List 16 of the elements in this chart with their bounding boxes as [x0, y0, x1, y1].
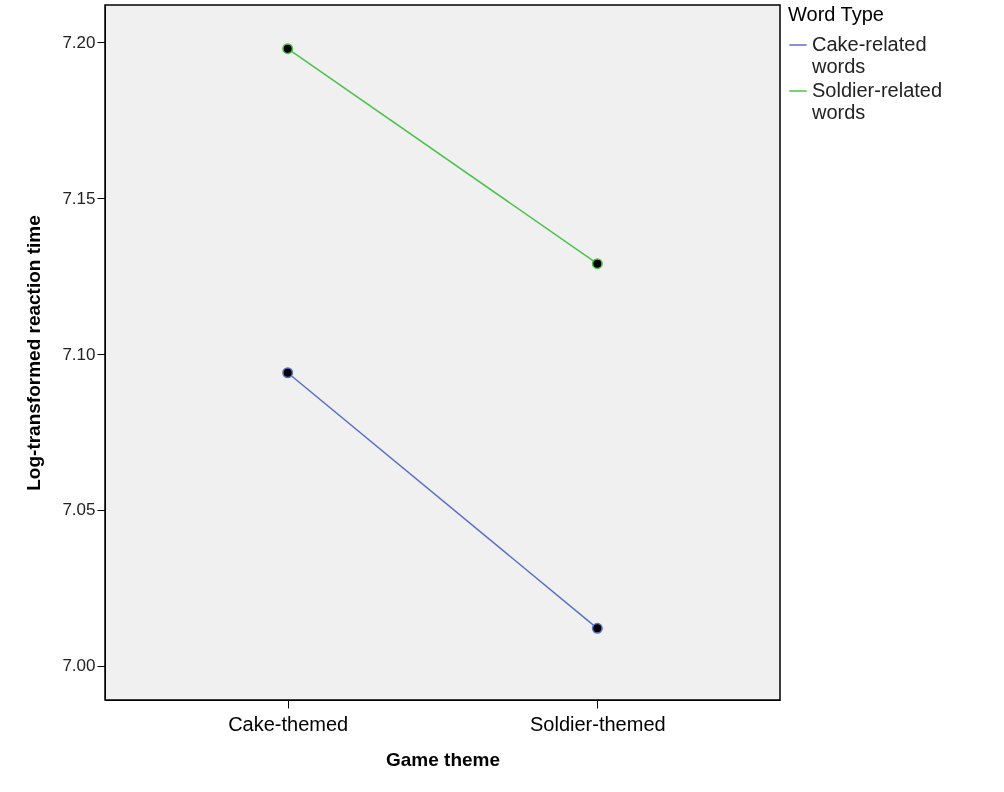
- x-tick-label: Soldier-themed: [530, 712, 666, 735]
- point: [591, 258, 603, 270]
- point: [282, 367, 294, 379]
- y-tick-label: 7.20: [62, 32, 96, 52]
- x-tick-label: Cake-themed: [228, 712, 349, 735]
- y-tick-label: 7.05: [62, 500, 96, 520]
- legend-label: Cake-related words: [811, 33, 927, 77]
- legend-title: Word Type: [788, 3, 884, 25]
- point: [591, 622, 603, 634]
- point: [282, 43, 294, 55]
- legend-label: Soldier-related words: [811, 79, 943, 123]
- y-tick-label: 7.15: [62, 188, 96, 208]
- y-axis-title: Log-transformed reaction time: [23, 215, 45, 491]
- y-tick-label: 7.10: [62, 344, 96, 364]
- x-axis-title: Game theme: [385, 748, 501, 770]
- y-tick-label: 7.00: [62, 656, 96, 676]
